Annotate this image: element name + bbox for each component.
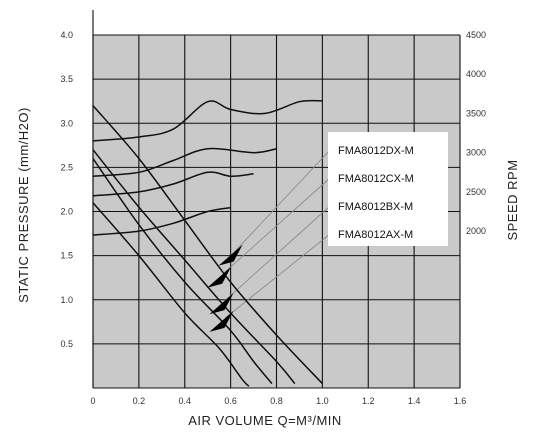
- legend-arrow-3: [209, 293, 234, 315]
- legend-leader-lines: [222, 149, 331, 319]
- y-right-tick-label: 3000: [466, 148, 486, 158]
- legend-arrow-4: [209, 310, 234, 332]
- x-tick-label: 0.6: [224, 396, 237, 406]
- x-tick-label: 0.2: [133, 396, 146, 406]
- legend-entry-2: FMA8012CX-M: [338, 173, 414, 185]
- speed-curve-2: [92, 147, 277, 177]
- x-tick-label: 0: [90, 396, 95, 406]
- y-left-tick-label: 0.5: [60, 339, 73, 349]
- pressure-curve-4: [92, 202, 250, 387]
- x-tick-label: 1.0: [316, 396, 329, 406]
- legend-entry-4: FMA8012AX-M: [338, 229, 413, 241]
- x-axis-title: AIR VOLUME Q=M³/MIN: [188, 413, 342, 428]
- legend-entry-3: FMA8012BX-M: [338, 201, 413, 213]
- y-left-tick-label: 3.0: [60, 118, 73, 128]
- y-left-tick-label: 1.0: [60, 295, 73, 305]
- legend-leader-2: [222, 177, 331, 275]
- x-tick-label: 1.6: [454, 396, 467, 406]
- y-right-tick-label: 4000: [466, 69, 486, 79]
- legend-box: [328, 132, 448, 246]
- x-tick-label: 0.4: [178, 396, 191, 406]
- grid-lines: [92, 10, 461, 389]
- y-left-tick-label: 4.0: [60, 30, 73, 40]
- legend-arrow-2: [207, 266, 232, 288]
- y-left-tick-label: 2.5: [60, 162, 73, 172]
- y-right-tick-label: 4500: [466, 30, 486, 40]
- legend-arrow-1: [218, 244, 243, 266]
- speed-curve-3: [92, 171, 254, 197]
- x-tick-label: 0.8: [270, 396, 283, 406]
- y-left-tick-label: 2.0: [60, 207, 73, 217]
- legend-leader-3: [225, 205, 331, 301]
- y-right-tick-label: 3500: [466, 108, 486, 118]
- legend-leader-4: [225, 233, 331, 319]
- pressure-curve-2: [92, 149, 296, 385]
- curves: [92, 99, 323, 387]
- y-left-tick-label: 1.5: [60, 251, 73, 261]
- legend-arrows: [207, 244, 243, 332]
- y-left-tick-label: 3.5: [60, 74, 73, 84]
- legend-entry-1: FMA8012DX-M: [338, 145, 414, 157]
- y-right-tick-label: 2500: [466, 187, 486, 197]
- legend: FMA8012DX-M FMA8012CX-M FMA8012BX-M FMA8012…: [328, 132, 448, 246]
- legend-leader-1: [234, 149, 331, 252]
- x-tick-label: 1.2: [362, 396, 375, 406]
- speed-curve-1: [92, 99, 323, 142]
- y-right-tick-label: 2000: [466, 226, 486, 236]
- y-axis-right-title: SPEED RPM: [505, 159, 520, 240]
- tick-labels: 0 0.2 0.4 0.6 0.8 1.0 1.2 1.4 1.6 0.5 1.0 1.5 2.0 2.5…: [60, 30, 486, 406]
- pressure-curve-3: [92, 158, 273, 385]
- x-tick-label: 1.4: [408, 396, 421, 406]
- pressure-curve-1: [92, 105, 323, 385]
- speed-curve-4: [92, 206, 231, 236]
- y-axis-left-title: STATIC PRESSURE (mm/H2O): [16, 107, 31, 303]
